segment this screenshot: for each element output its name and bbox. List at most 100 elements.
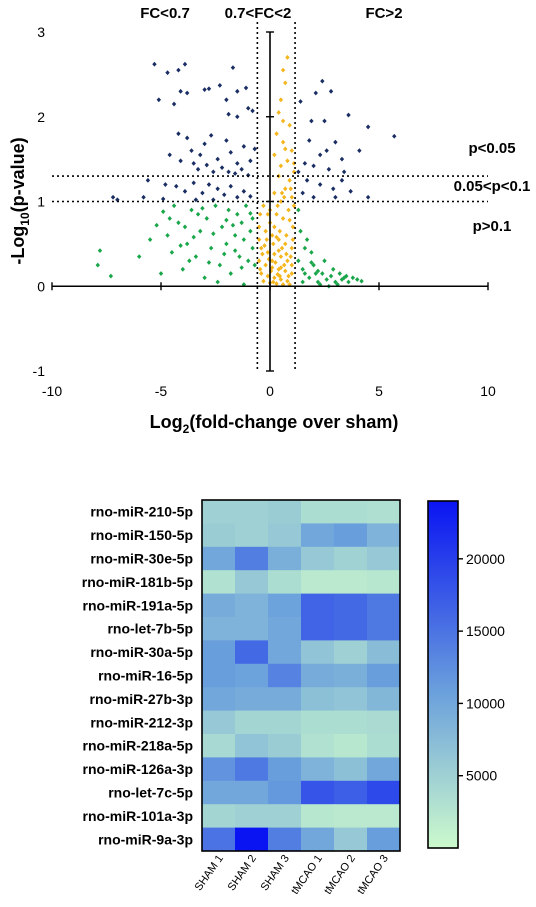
data-point: [341, 275, 347, 281]
label-prefix: -Log: [8, 226, 28, 265]
heatmap-cell: [268, 663, 302, 688]
data-point: [248, 228, 253, 234]
heatmap-cell: [268, 570, 302, 595]
heatmap-row-label: rno-miR-150-5p: [90, 527, 193, 543]
heatmap-cell: [301, 827, 335, 852]
heatmap-cell: [367, 687, 401, 712]
data-point: [204, 216, 209, 221]
data-point: [246, 258, 251, 264]
data-point: [298, 228, 303, 234]
heatmap: rno-miR-210-5p rno-miR-150-5p rno-miR-30e-…: [82, 499, 505, 897]
heatmap-cell: [268, 710, 302, 735]
data-point: [191, 180, 196, 186]
heatmap-frame: [201, 499, 401, 852]
data-point: [165, 70, 170, 76]
data-point: [206, 86, 212, 92]
heatmap-cell: [268, 687, 302, 712]
heatmap-cell: [235, 500, 269, 524]
heatmap-column-label: tMCAO 2: [322, 853, 358, 897]
data-point: [211, 169, 216, 175]
data-point: [165, 233, 170, 238]
heatmap-cell: [334, 757, 368, 782]
data-point: [95, 262, 100, 268]
heatmap-cell: [235, 663, 269, 688]
heatmap-cell: [334, 663, 368, 688]
region-label-p-value: p>0.1: [473, 218, 512, 235]
data-point: [277, 273, 283, 279]
data-point: [279, 245, 285, 251]
data-point: [202, 275, 207, 281]
x-axis-label: Log2(fold-change over sham): [150, 412, 399, 436]
data-point: [232, 233, 238, 238]
data-point: [167, 152, 172, 158]
data-point: [200, 190, 205, 196]
heatmap-cell: [235, 780, 269, 805]
data-point: [263, 228, 268, 234]
data-point: [346, 112, 351, 118]
data-point: [235, 211, 240, 217]
data-point: [202, 87, 207, 93]
heatmap-cell: [301, 593, 335, 618]
heatmap-cell: [301, 617, 335, 641]
colorbar-tick-label: 10000: [466, 695, 505, 711]
data-point: [324, 277, 329, 282]
heatmap-cell: [268, 593, 302, 618]
data-point: [152, 61, 157, 67]
data-point: [288, 186, 293, 192]
data-point: [226, 169, 231, 175]
heatmap-cell: [202, 570, 236, 595]
y-tick-label: 1: [37, 194, 45, 210]
data-point: [222, 192, 227, 198]
p-value-region-labels: p<0.05 0.05<p<0.1 p>0.1: [454, 140, 531, 235]
data-point: [211, 231, 216, 237]
heatmap-cell: [367, 570, 401, 595]
label-subscript: 10: [18, 212, 32, 226]
data-point: [280, 118, 286, 124]
data-point: [331, 186, 336, 192]
data-point: [271, 279, 276, 285]
heatmap-row-label: rno-miR-210-5p: [90, 504, 193, 520]
heatmap-row-label: rno-miR-27b-3p: [90, 691, 193, 707]
region-label-fold-change: 0.7<FC<2: [225, 5, 292, 22]
data-point: [281, 194, 287, 200]
label-prefix: Log: [150, 412, 183, 432]
data-point: [313, 90, 318, 96]
x-tick-label: 0: [266, 383, 274, 399]
volcano-axes: [51, 31, 489, 372]
heatmap-cell: [268, 546, 302, 571]
data-point: [193, 197, 199, 203]
heatmap-cell: [268, 827, 302, 852]
data-point: [275, 203, 280, 209]
heatmap-cell: [268, 804, 302, 829]
data-point: [206, 182, 212, 187]
heatmap-column-label: tMCAO 3: [355, 853, 391, 897]
data-point: [284, 233, 289, 238]
data-point: [281, 262, 287, 268]
data-point: [241, 144, 247, 149]
heatmap-cell: [367, 523, 401, 548]
data-point: [222, 251, 227, 257]
label-suffix: (p-value): [8, 137, 28, 212]
colorbar: 5000 10000 15000 20000: [427, 500, 505, 849]
data-point: [331, 266, 336, 272]
heatmap-cell: [301, 546, 335, 571]
data-point: [309, 118, 314, 124]
data-point: [311, 194, 316, 200]
data-point: [264, 237, 269, 243]
heatmap-cell: [235, 523, 269, 548]
label-subscript: 2: [183, 422, 190, 436]
volcano-points: [95, 55, 397, 289]
heatmap-cell: [367, 663, 401, 688]
data-point: [108, 273, 114, 279]
data-point: [322, 118, 327, 124]
heatmap-row-label: rno-miR-30a-5p: [90, 644, 193, 660]
data-point: [174, 183, 179, 189]
data-point: [237, 254, 242, 259]
data-point: [259, 245, 264, 251]
data-point: [278, 254, 284, 259]
data-point: [250, 245, 255, 251]
data-point: [278, 97, 284, 103]
heatmap-cell: [334, 804, 368, 829]
data-point: [160, 209, 166, 215]
data-point: [252, 262, 257, 268]
